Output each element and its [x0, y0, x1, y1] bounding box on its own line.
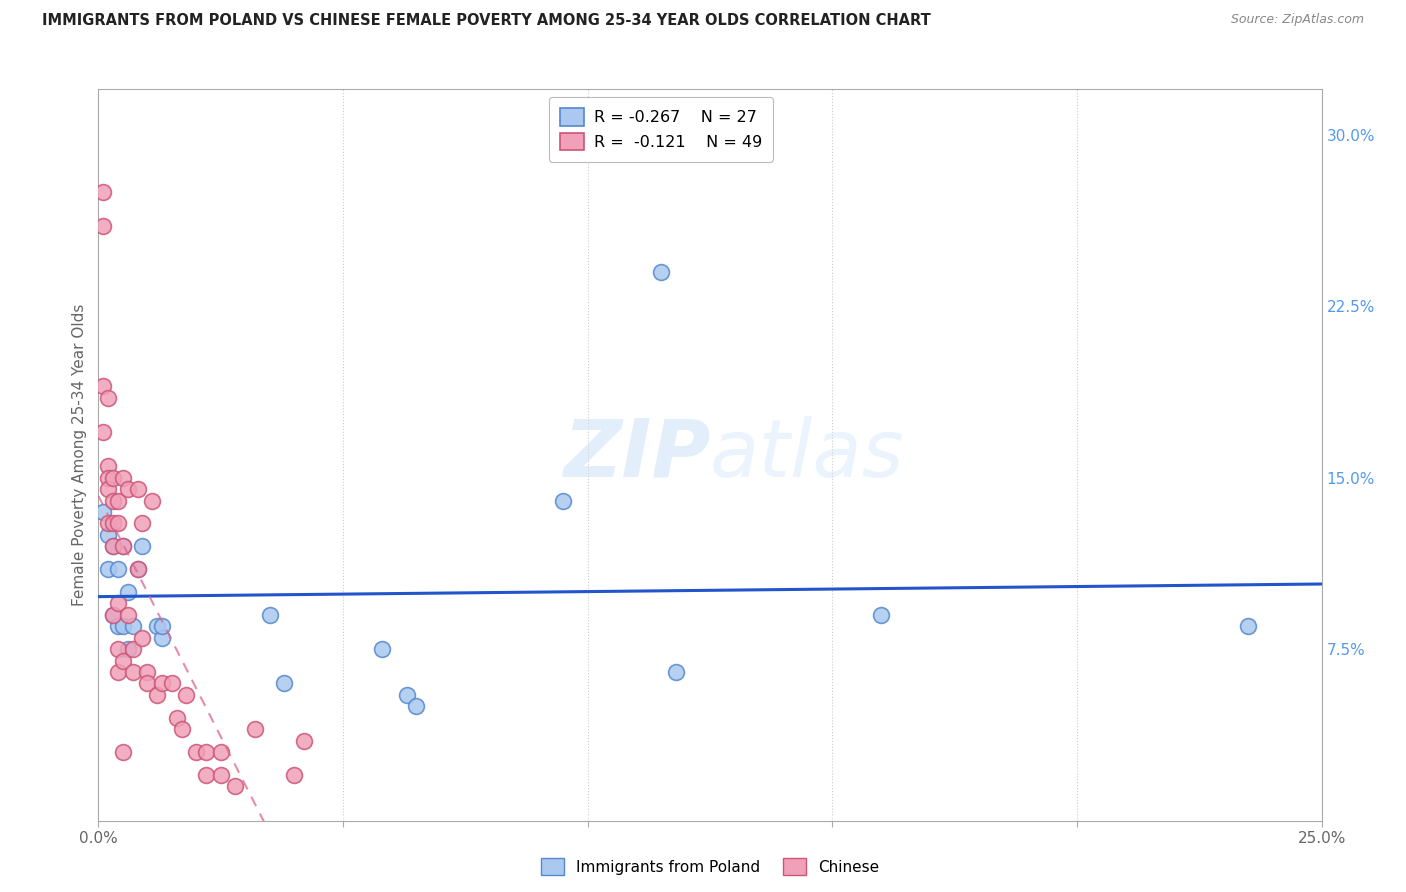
Point [111, 539, 134, 553]
Point [209, 768, 232, 782]
Point [97, 391, 120, 405]
Point [97, 482, 120, 496]
Point [209, 745, 232, 759]
Point [111, 619, 134, 633]
Point [131, 539, 153, 553]
Point [107, 562, 129, 576]
Point [107, 516, 129, 531]
Point [166, 711, 188, 725]
Point [243, 723, 266, 737]
Point [259, 607, 281, 622]
Point [146, 619, 169, 633]
Point [117, 585, 139, 599]
Legend: Immigrants from Poland, Chinese: Immigrants from Poland, Chinese [533, 851, 887, 882]
Point [111, 539, 134, 553]
Point [97, 471, 120, 485]
Point [107, 665, 129, 679]
Point [91, 505, 114, 519]
Point [121, 665, 143, 679]
Y-axis label: Female Poverty Among 25-34 Year Olds: Female Poverty Among 25-34 Year Olds [72, 304, 87, 606]
Point [170, 723, 193, 737]
Point [121, 642, 143, 657]
Point [553, 493, 575, 508]
Point [91, 379, 114, 393]
Point [97, 516, 120, 531]
Point [650, 265, 672, 279]
Point [131, 516, 153, 531]
Point [97, 528, 120, 542]
Point [224, 780, 246, 794]
Point [131, 631, 153, 645]
Point [97, 562, 120, 576]
Point [91, 219, 114, 234]
Point [150, 619, 173, 633]
Point [111, 654, 134, 668]
Point [160, 676, 183, 690]
Point [101, 539, 124, 553]
Point [121, 619, 143, 633]
Point [107, 642, 129, 657]
Point [186, 745, 208, 759]
Point [127, 562, 149, 576]
Point [101, 493, 124, 508]
Point [870, 607, 893, 622]
Point [195, 745, 218, 759]
Point [283, 768, 305, 782]
Point [101, 539, 124, 553]
Point [101, 607, 124, 622]
Text: atlas: atlas [710, 416, 905, 494]
Point [91, 425, 114, 439]
Text: ZIP: ZIP [562, 416, 710, 494]
Point [101, 471, 124, 485]
Point [371, 642, 394, 657]
Point [101, 516, 124, 531]
Point [292, 733, 315, 747]
Text: IMMIGRANTS FROM POLAND VS CHINESE FEMALE POVERTY AMONG 25-34 YEAR OLDS CORRELATI: IMMIGRANTS FROM POLAND VS CHINESE FEMALE… [42, 13, 931, 29]
Point [136, 665, 159, 679]
Point [273, 676, 295, 690]
Point [146, 688, 169, 702]
Point [117, 642, 139, 657]
Point [101, 607, 124, 622]
Text: Source: ZipAtlas.com: Source: ZipAtlas.com [1230, 13, 1364, 27]
Point [111, 745, 134, 759]
Point [150, 676, 173, 690]
Point [97, 459, 120, 474]
Point [176, 688, 198, 702]
Point [665, 665, 688, 679]
Point [405, 699, 427, 714]
Point [127, 562, 149, 576]
Point [117, 482, 139, 496]
Point [136, 676, 159, 690]
Point [107, 493, 129, 508]
Point [117, 607, 139, 622]
Point [150, 631, 173, 645]
Point [195, 768, 218, 782]
Point [111, 471, 134, 485]
Point [107, 597, 129, 611]
Point [395, 688, 418, 702]
Point [141, 493, 163, 508]
Point [127, 482, 149, 496]
Point [1237, 619, 1260, 633]
Point [91, 185, 114, 199]
Point [107, 619, 129, 633]
